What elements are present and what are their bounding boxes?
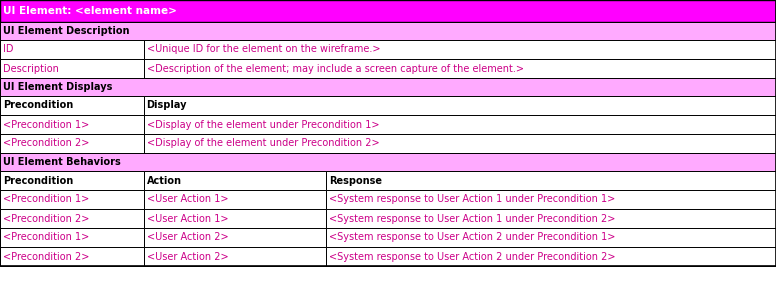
Text: UI Element Description: UI Element Description — [3, 26, 130, 36]
Bar — [0, 134, 144, 153]
Text: UI Element: <element name>: UI Element: <element name> — [3, 6, 177, 16]
Text: UI Element Behaviors: UI Element Behaviors — [3, 157, 121, 167]
Bar — [0, 0, 776, 266]
Bar — [144, 40, 776, 59]
Bar — [144, 228, 326, 247]
Bar — [0, 153, 776, 171]
Text: <System response to User Action 1 under Precondition 1>: <System response to User Action 1 under … — [329, 195, 615, 204]
Text: <User Action 2>: <User Action 2> — [147, 251, 228, 262]
Bar — [326, 209, 776, 228]
Text: <System response to User Action 2 under Precondition 1>: <System response to User Action 2 under … — [329, 232, 615, 243]
Bar — [0, 59, 144, 78]
Bar — [326, 247, 776, 266]
Text: <System response to User Action 1 under Precondition 2>: <System response to User Action 1 under … — [329, 213, 615, 223]
Text: Description: Description — [3, 64, 59, 73]
Text: Action: Action — [147, 176, 182, 185]
Bar — [0, 228, 144, 247]
Text: <Precondition 2>: <Precondition 2> — [3, 251, 89, 262]
Bar — [326, 228, 776, 247]
Text: UI Element Displays: UI Element Displays — [3, 82, 113, 92]
Text: <Precondition 1>: <Precondition 1> — [3, 119, 89, 130]
Bar — [144, 96, 776, 115]
Bar — [144, 134, 776, 153]
Bar — [0, 22, 776, 40]
Text: Response: Response — [329, 176, 382, 185]
Text: <Precondition 2>: <Precondition 2> — [3, 213, 89, 223]
Text: Precondition: Precondition — [3, 176, 73, 185]
Text: <Display of the element under Precondition 1>: <Display of the element under Preconditi… — [147, 119, 379, 130]
Text: <Precondition 2>: <Precondition 2> — [3, 138, 89, 149]
Text: <System response to User Action 2 under Precondition 2>: <System response to User Action 2 under … — [329, 251, 615, 262]
Text: <Unique ID for the element on the wireframe.>: <Unique ID for the element on the wirefr… — [147, 45, 380, 55]
Bar — [326, 190, 776, 209]
Text: Display: Display — [147, 100, 187, 111]
Bar — [144, 247, 326, 266]
Bar — [144, 209, 326, 228]
Bar — [0, 115, 144, 134]
Text: Precondition: Precondition — [3, 100, 73, 111]
Text: ID: ID — [3, 45, 13, 55]
Text: <Display of the element under Precondition 2>: <Display of the element under Preconditi… — [147, 138, 379, 149]
Bar — [0, 247, 144, 266]
Bar — [0, 40, 144, 59]
Bar — [0, 209, 144, 228]
Text: <User Action 1>: <User Action 1> — [147, 213, 228, 223]
Bar — [144, 115, 776, 134]
Text: <User Action 1>: <User Action 1> — [147, 195, 228, 204]
Bar — [326, 171, 776, 190]
Bar — [0, 78, 776, 96]
Bar — [0, 171, 144, 190]
Bar — [0, 0, 776, 22]
Bar — [144, 190, 326, 209]
Text: <User Action 2>: <User Action 2> — [147, 232, 228, 243]
Bar — [144, 171, 326, 190]
Text: <Precondition 1>: <Precondition 1> — [3, 232, 89, 243]
Text: <Precondition 1>: <Precondition 1> — [3, 195, 89, 204]
Text: <Description of the element; may include a screen capture of the element.>: <Description of the element; may include… — [147, 64, 524, 73]
Bar — [144, 59, 776, 78]
Bar — [0, 96, 144, 115]
Bar — [0, 190, 144, 209]
